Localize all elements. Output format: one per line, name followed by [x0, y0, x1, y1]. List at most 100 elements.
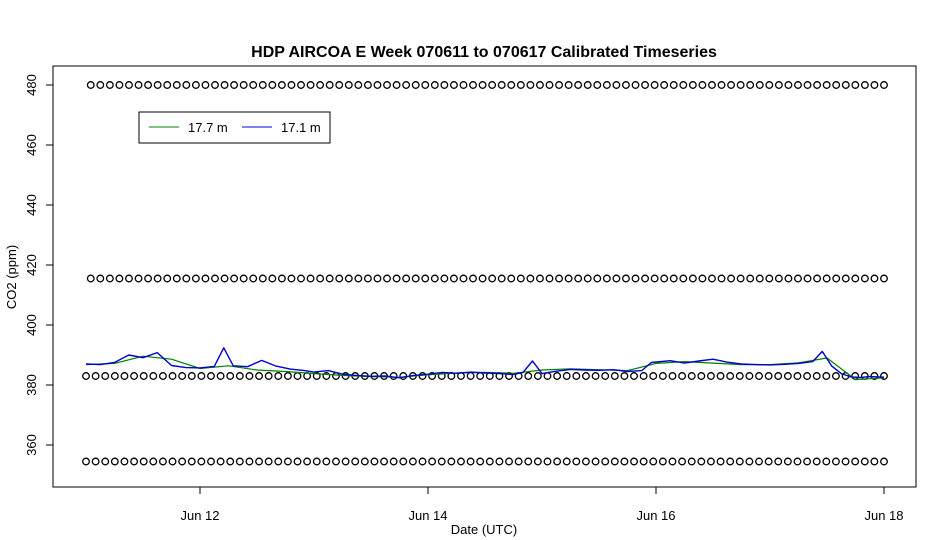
marker-row-0-point — [201, 81, 210, 89]
marker-row-0-point — [325, 81, 334, 89]
marker-row-3-point — [841, 457, 850, 466]
marker-row-3-point — [533, 457, 542, 466]
marker-row-2-point — [880, 372, 888, 380]
marker-row-0-point — [545, 81, 554, 89]
marker-row-3-point — [457, 457, 465, 466]
marker-row-2-point — [572, 372, 581, 380]
marker-row-2-point — [716, 372, 725, 380]
y-axis: 360 380 400 420 440 460 480 — [24, 74, 53, 456]
marker-row-0-point — [650, 81, 659, 89]
marker-row-2-point — [601, 372, 610, 380]
marker-row-0-point — [392, 81, 401, 89]
y-tick-label: 480 — [24, 74, 39, 96]
marker-row-2-point — [745, 372, 754, 380]
marker-row-2-point — [130, 372, 139, 380]
y-tick-label: 420 — [24, 254, 39, 276]
marker-row-0-point — [564, 81, 573, 89]
marker-row-1-point — [421, 274, 430, 283]
marker-row-0-point — [574, 81, 583, 89]
marker-row-2-point — [82, 372, 90, 380]
marker-row-3-point — [774, 457, 783, 466]
marker-row-1-point — [153, 274, 162, 283]
marker-row-3-point — [822, 457, 831, 466]
marker-row-3-point — [158, 457, 167, 466]
marker-row-2-point — [197, 372, 206, 380]
marker-row-1-point — [325, 274, 334, 283]
marker-row-2-point — [207, 372, 215, 380]
marker-row-2-point — [649, 372, 658, 380]
x-tick-label: Jun 12 — [180, 508, 219, 523]
marker-row-0-point — [555, 81, 563, 89]
x-tick-label: Jun 14 — [408, 508, 447, 523]
marker-row-2-point — [812, 372, 821, 380]
marker-row-3-point — [466, 457, 475, 466]
marker-row-1-point — [115, 274, 124, 283]
marker-row-0-point — [144, 81, 153, 89]
series-line-17-1m — [85, 347, 885, 379]
marker-row-1-point — [363, 274, 372, 283]
marker-row-2-point — [428, 372, 437, 380]
marker-row-2-point — [91, 372, 100, 380]
marker-row-2-point — [255, 372, 264, 380]
marker-row-3-point — [91, 457, 100, 466]
marker-row-3-point — [274, 457, 283, 466]
marker-row-1-point — [784, 274, 793, 283]
x-tick-label: Jun 16 — [636, 508, 675, 523]
marker-row-1-point — [650, 274, 659, 283]
marker-row-2-point — [101, 372, 110, 380]
legend-label-17-1: 17.1 m — [281, 120, 321, 135]
marker-row-2-point — [582, 372, 590, 380]
marker-row-0-point — [239, 81, 248, 89]
marker-row-2-point — [264, 372, 273, 380]
marker-row-1-point — [679, 274, 688, 283]
marker-row-1-point — [688, 274, 697, 283]
marker-row-0-point — [593, 81, 602, 89]
marker-row-2-point — [822, 372, 831, 380]
marker-row-0-point — [602, 81, 611, 89]
marker-row-2-point — [697, 372, 706, 380]
marker-row-2-point — [120, 372, 129, 380]
marker-row-3-point — [380, 457, 388, 466]
marker-row-1-point — [507, 274, 516, 283]
marker-row-0-point — [105, 81, 114, 89]
marker-row-2-point — [591, 372, 600, 380]
marker-row-3-point — [610, 457, 619, 466]
marker-row-1-point — [583, 274, 592, 283]
marker-row-3-point — [601, 457, 610, 466]
marker-row-0-point — [583, 81, 592, 89]
marker-row-3-point — [514, 457, 523, 466]
series-lines — [85, 347, 885, 381]
marker-row-1-point — [449, 274, 458, 283]
marker-row-2-point — [216, 372, 225, 380]
marker-row-1-point — [383, 274, 391, 283]
marker-row-1-point — [497, 274, 506, 283]
marker-row-3-point — [130, 457, 139, 466]
marker-row-3-point — [562, 457, 571, 466]
marker-row-1-point — [344, 274, 353, 283]
marker-row-0-point — [373, 81, 382, 89]
marker-row-0-point — [746, 81, 755, 89]
marker-row-3-point — [764, 457, 773, 466]
marker-row-2-point — [245, 372, 254, 380]
marker-row-1-point — [602, 274, 611, 283]
marker-row-1-point — [516, 274, 525, 283]
marker-row-1-point — [249, 274, 258, 283]
marker-row-3-point — [226, 457, 235, 466]
x-axis-label: Date (UTC) — [451, 522, 517, 537]
marker-row-3-point — [755, 457, 763, 466]
marker-row-3-point — [437, 457, 446, 466]
legend: 17.7 m 17.1 m — [138, 111, 331, 144]
marker-row-2-point — [610, 372, 619, 380]
marker-row-1-point — [545, 274, 554, 283]
chart-title: HDP AIRCOA E Week 070611 to 070617 Calib… — [251, 44, 717, 61]
y-tick-label: 440 — [24, 194, 39, 216]
marker-row-0-point — [469, 81, 477, 89]
marker-row-0-point — [163, 81, 172, 89]
marker-row-0-point — [430, 81, 439, 89]
marker-row-2-point — [726, 372, 735, 380]
marker-row-3-point — [543, 457, 552, 466]
marker-row-1-point — [373, 274, 382, 283]
marker-row-0-point — [832, 81, 841, 89]
marker-row-0-point — [851, 81, 860, 89]
marker-row-0-point — [287, 81, 296, 89]
